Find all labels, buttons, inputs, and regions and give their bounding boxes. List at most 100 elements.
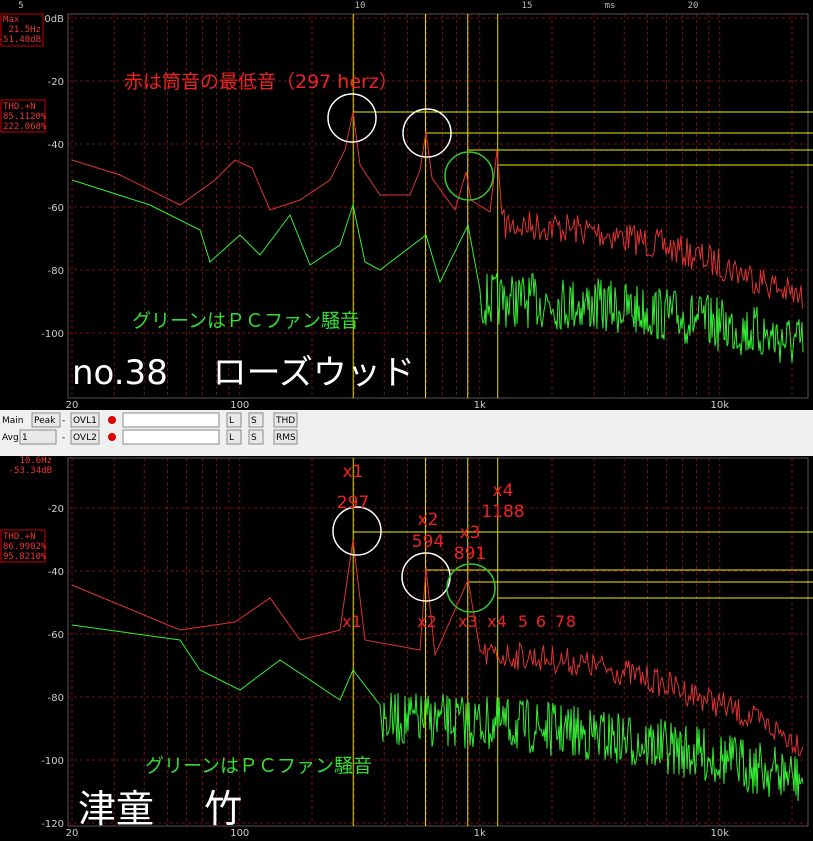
highlight-circle xyxy=(402,108,452,158)
red-note: 赤は筒音の最低音（297 herz） xyxy=(124,71,398,93)
y-tick-label: -40 xyxy=(48,140,64,151)
spectrum-red xyxy=(71,539,804,756)
harmonic-label: x3 xyxy=(460,523,481,543)
x-tick-label: 20 xyxy=(66,828,79,839)
toolbar-label: S xyxy=(251,416,257,426)
y-tick-label: -20 xyxy=(48,504,64,515)
x-tick-label: 100 xyxy=(230,828,249,839)
toolbar-label: RMS xyxy=(276,433,296,443)
ruler-label: 15 xyxy=(522,1,533,11)
toolbar-label: L xyxy=(229,433,234,443)
thd-label: THD.+N xyxy=(3,102,36,112)
y-tick-label: -20 xyxy=(48,77,64,88)
y-tick-label: -80 xyxy=(48,693,64,704)
thd-label: THD.+N xyxy=(3,532,36,542)
toolbar-label: S xyxy=(251,433,257,443)
button[interactable] xyxy=(226,429,242,445)
top-grid: 0dB -20 -40 -60 -80 -100 20 100 1k 10k xyxy=(41,14,808,411)
thd-value: 95.8210% xyxy=(3,552,47,562)
button[interactable] xyxy=(19,429,57,445)
top-readout-box xyxy=(0,13,44,47)
toolbar-label: Avg: xyxy=(2,433,22,443)
readout-freq: 10.6Hz xyxy=(19,456,52,466)
spectrum-red xyxy=(71,111,803,309)
panel-title: 津童 竹 xyxy=(78,787,242,831)
button[interactable] xyxy=(70,429,100,445)
top-thd-box xyxy=(0,99,46,133)
button[interactable] xyxy=(273,412,298,428)
toolbar-label: - xyxy=(62,416,65,426)
toolbar-controls: Main Peak - OVL1 L S THD Avg: 1 - OVL2 L S RMS xyxy=(2,412,298,445)
harmonic-label: 7 xyxy=(555,612,565,631)
toolbar-label: Peak xyxy=(34,416,56,426)
button[interactable] xyxy=(31,412,61,428)
record-indicator xyxy=(108,416,116,424)
toolbar-label: L xyxy=(229,416,234,426)
curves xyxy=(71,14,813,826)
spectrum-green xyxy=(71,624,804,802)
harmonic-freq: 297 xyxy=(337,493,369,513)
x-tick-label: 1k xyxy=(474,828,486,839)
harmonic-label: 8 xyxy=(566,612,576,631)
thd-value: 86.9902% xyxy=(3,542,47,552)
x-tick-label: 20 xyxy=(66,400,79,411)
toolbar-label: Main xyxy=(2,416,24,426)
toolbar xyxy=(0,410,813,456)
button[interactable] xyxy=(273,429,298,445)
toolbar-label: - xyxy=(62,433,65,443)
bottom-thd-box xyxy=(0,529,46,563)
y-tick-label: -60 xyxy=(48,203,64,214)
top-plot-frame xyxy=(67,13,809,399)
harmonic-freq: 594 xyxy=(412,532,444,552)
harmonic-label: 6 xyxy=(536,612,546,631)
harmonic-freq: 891 xyxy=(454,544,486,564)
toolbar-label: THD xyxy=(275,416,295,426)
thd-value: 222.068% xyxy=(3,122,47,132)
text-field[interactable] xyxy=(122,412,220,428)
toolbar-label: OVL2 xyxy=(73,433,97,443)
y-tick-label: -60 xyxy=(48,630,64,641)
highlight-circle xyxy=(327,93,377,143)
highlight-circle xyxy=(446,563,496,613)
button[interactable] xyxy=(248,412,264,428)
readout-level: -53.34dB xyxy=(9,466,52,476)
bottom-plot-frame xyxy=(67,457,809,827)
harmonic-freq: 1188 xyxy=(481,502,524,522)
y-tick-label: -120 xyxy=(41,819,64,830)
highlight-circle xyxy=(332,506,382,556)
green-note: グリーンはＰＣファン騒音 xyxy=(145,755,372,777)
readout-level: -51.48dB xyxy=(0,35,41,45)
highlight-circle xyxy=(444,151,494,201)
x-tick-label: 100 xyxy=(230,400,249,411)
panel-title: no.38 ローズウッド xyxy=(72,353,415,393)
harmonic-label: x1 xyxy=(343,462,364,482)
toolbar-label: OVL1 xyxy=(73,416,97,426)
toolbar-label: 1 xyxy=(22,433,28,443)
y-tick-label: -40 xyxy=(48,567,64,578)
harmonic-label: x4 xyxy=(493,481,514,501)
button[interactable] xyxy=(226,412,242,428)
button[interactable] xyxy=(70,412,100,428)
x-tick-label: 1k xyxy=(474,400,486,411)
harmonic-label: x3 xyxy=(458,612,478,631)
y-tick-label: -100 xyxy=(41,329,64,340)
x-tick-label: 10k xyxy=(710,828,729,839)
harmonic-label: x4 xyxy=(487,612,507,631)
harmonic-label: x2 xyxy=(418,510,439,530)
y-tick-label: 0dB xyxy=(44,14,64,25)
harmonic-label: x1 xyxy=(342,612,362,631)
ruler-label: ms xyxy=(605,1,616,11)
harmonic-label: x2 xyxy=(417,612,437,631)
button[interactable] xyxy=(248,429,264,445)
y-tick-label: -100 xyxy=(41,756,64,767)
ruler-label: 20 xyxy=(688,1,699,11)
spectrum-green xyxy=(71,179,804,363)
text-field[interactable] xyxy=(122,429,220,445)
record-indicator xyxy=(108,433,116,441)
readout-freq: 21.5Hz xyxy=(8,25,41,35)
x-tick-label: 10k xyxy=(710,400,729,411)
readout-label: Max xyxy=(3,15,20,25)
